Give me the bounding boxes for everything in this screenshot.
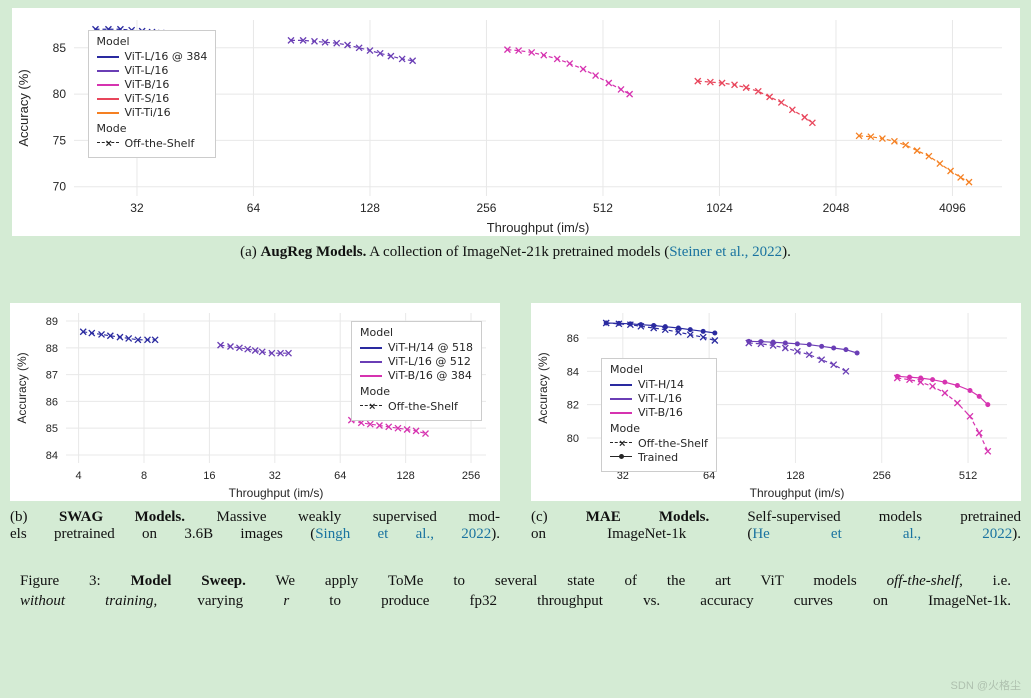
chart-c-panel: 808284863264128256512Throughput (im/s)Ac… [531,303,1021,501]
legend-series-row: ViT-H/14 @ 518 [360,341,473,354]
svg-text:256: 256 [873,470,891,482]
legend-series-row: ViT-L/16 [97,64,208,77]
citation-link[interactable]: Steiner et al., 2022 [669,244,782,260]
chart-a-caption: (a) AugReg Models. A collection of Image… [10,244,1021,261]
chart-b-caption: (b) SWAG Models. Massive weakly supervis… [10,509,500,543]
figure-caption: Figure 3: Model Sweep. We apply ToMe to … [10,571,1021,612]
svg-text:16: 16 [203,470,215,482]
legend-title-mode: Mode [97,122,208,135]
svg-text:64: 64 [246,201,260,215]
legend-series-row: ViT-H/14 [610,378,708,391]
svg-text:Throughput (im/s): Throughput (im/s) [229,486,324,500]
legend-series-row: ViT-Ti/16 [97,106,208,119]
svg-text:86: 86 [567,333,579,345]
legend-series-row: ViT-B/16 @ 384 [360,369,473,382]
svg-text:84: 84 [46,450,58,462]
svg-text:512: 512 [592,201,612,215]
svg-text:Accuracy (%): Accuracy (%) [16,69,31,146]
svg-text:512: 512 [959,470,977,482]
svg-text:75: 75 [52,133,66,147]
chart-c-legend: Model ViT-H/14ViT-L/16ViT-B/16 Mode × Of… [601,358,717,472]
svg-text:2048: 2048 [822,201,849,215]
svg-text:80: 80 [567,433,579,445]
svg-text:Throughput (im/s): Throughput (im/s) [486,220,589,235]
legend-series-row: ViT-L/16 @ 384 [97,50,208,63]
svg-text:256: 256 [476,201,496,215]
legend-mode-row: × Off-the-Shelf [97,137,208,150]
svg-text:85: 85 [46,423,58,435]
svg-text:256: 256 [462,470,480,482]
watermark: SDN @火格尘 [951,677,1021,693]
svg-text:Throughput (im/s): Throughput (im/s) [750,486,845,500]
chart-a-legend: Model ViT-L/16 @ 384ViT-L/16ViT-B/16ViT-… [88,30,217,158]
svg-text:88: 88 [46,343,58,355]
svg-text:128: 128 [786,470,804,482]
svg-text:4096: 4096 [939,201,966,215]
chart-a-panel: 70 75 80 85 32 64 128 256 512 1024 2048 4096 Through… [12,8,1020,236]
legend-series-row: ViT-B/16 [610,406,708,419]
svg-text:128: 128 [396,470,414,482]
chart-c-caption: (c) MAE Models. Self-supervised models p… [531,509,1021,543]
citation-link[interactable]: Singh et al., 2022 [315,526,491,542]
svg-text:80: 80 [52,87,66,101]
svg-text:Accuracy (%): Accuracy (%) [15,352,29,423]
svg-text:1024: 1024 [706,201,733,215]
figure-page: 70 75 80 85 32 64 128 256 512 1024 2048 4096 Through… [0,0,1031,698]
svg-text:87: 87 [46,370,58,382]
legend-title-model: Model [97,35,208,48]
citation-link[interactable]: He et al., 2022 [752,526,1012,542]
svg-text:128: 128 [359,201,379,215]
svg-text:85: 85 [52,41,66,55]
svg-text:84: 84 [567,366,579,378]
svg-text:Accuracy (%): Accuracy (%) [536,352,550,423]
svg-text:64: 64 [334,470,346,482]
chart-b-panel: 84 85 86 87 88 89 4 8 16 32 64 128 256 Throughput (im… [10,303,500,501]
legend-series-row: ViT-L/16 @ 512 [360,355,473,368]
legend-mode-label: Off-the-Shelf [125,137,195,150]
svg-text:4: 4 [76,470,82,482]
svg-text:32: 32 [269,470,281,482]
legend-series-row: ViT-L/16 [610,392,708,405]
svg-text:70: 70 [52,180,66,194]
svg-text:32: 32 [130,201,144,215]
svg-text:82: 82 [567,400,579,412]
legend-series-row: ViT-S/16 [97,92,208,105]
svg-text:86: 86 [46,396,58,408]
legend-series-row: ViT-B/16 [97,78,208,91]
svg-text:89: 89 [46,316,58,328]
chart-b-legend: Model ViT-H/14 @ 518ViT-L/16 @ 512ViT-B/… [351,321,482,421]
svg-text:8: 8 [141,470,147,482]
